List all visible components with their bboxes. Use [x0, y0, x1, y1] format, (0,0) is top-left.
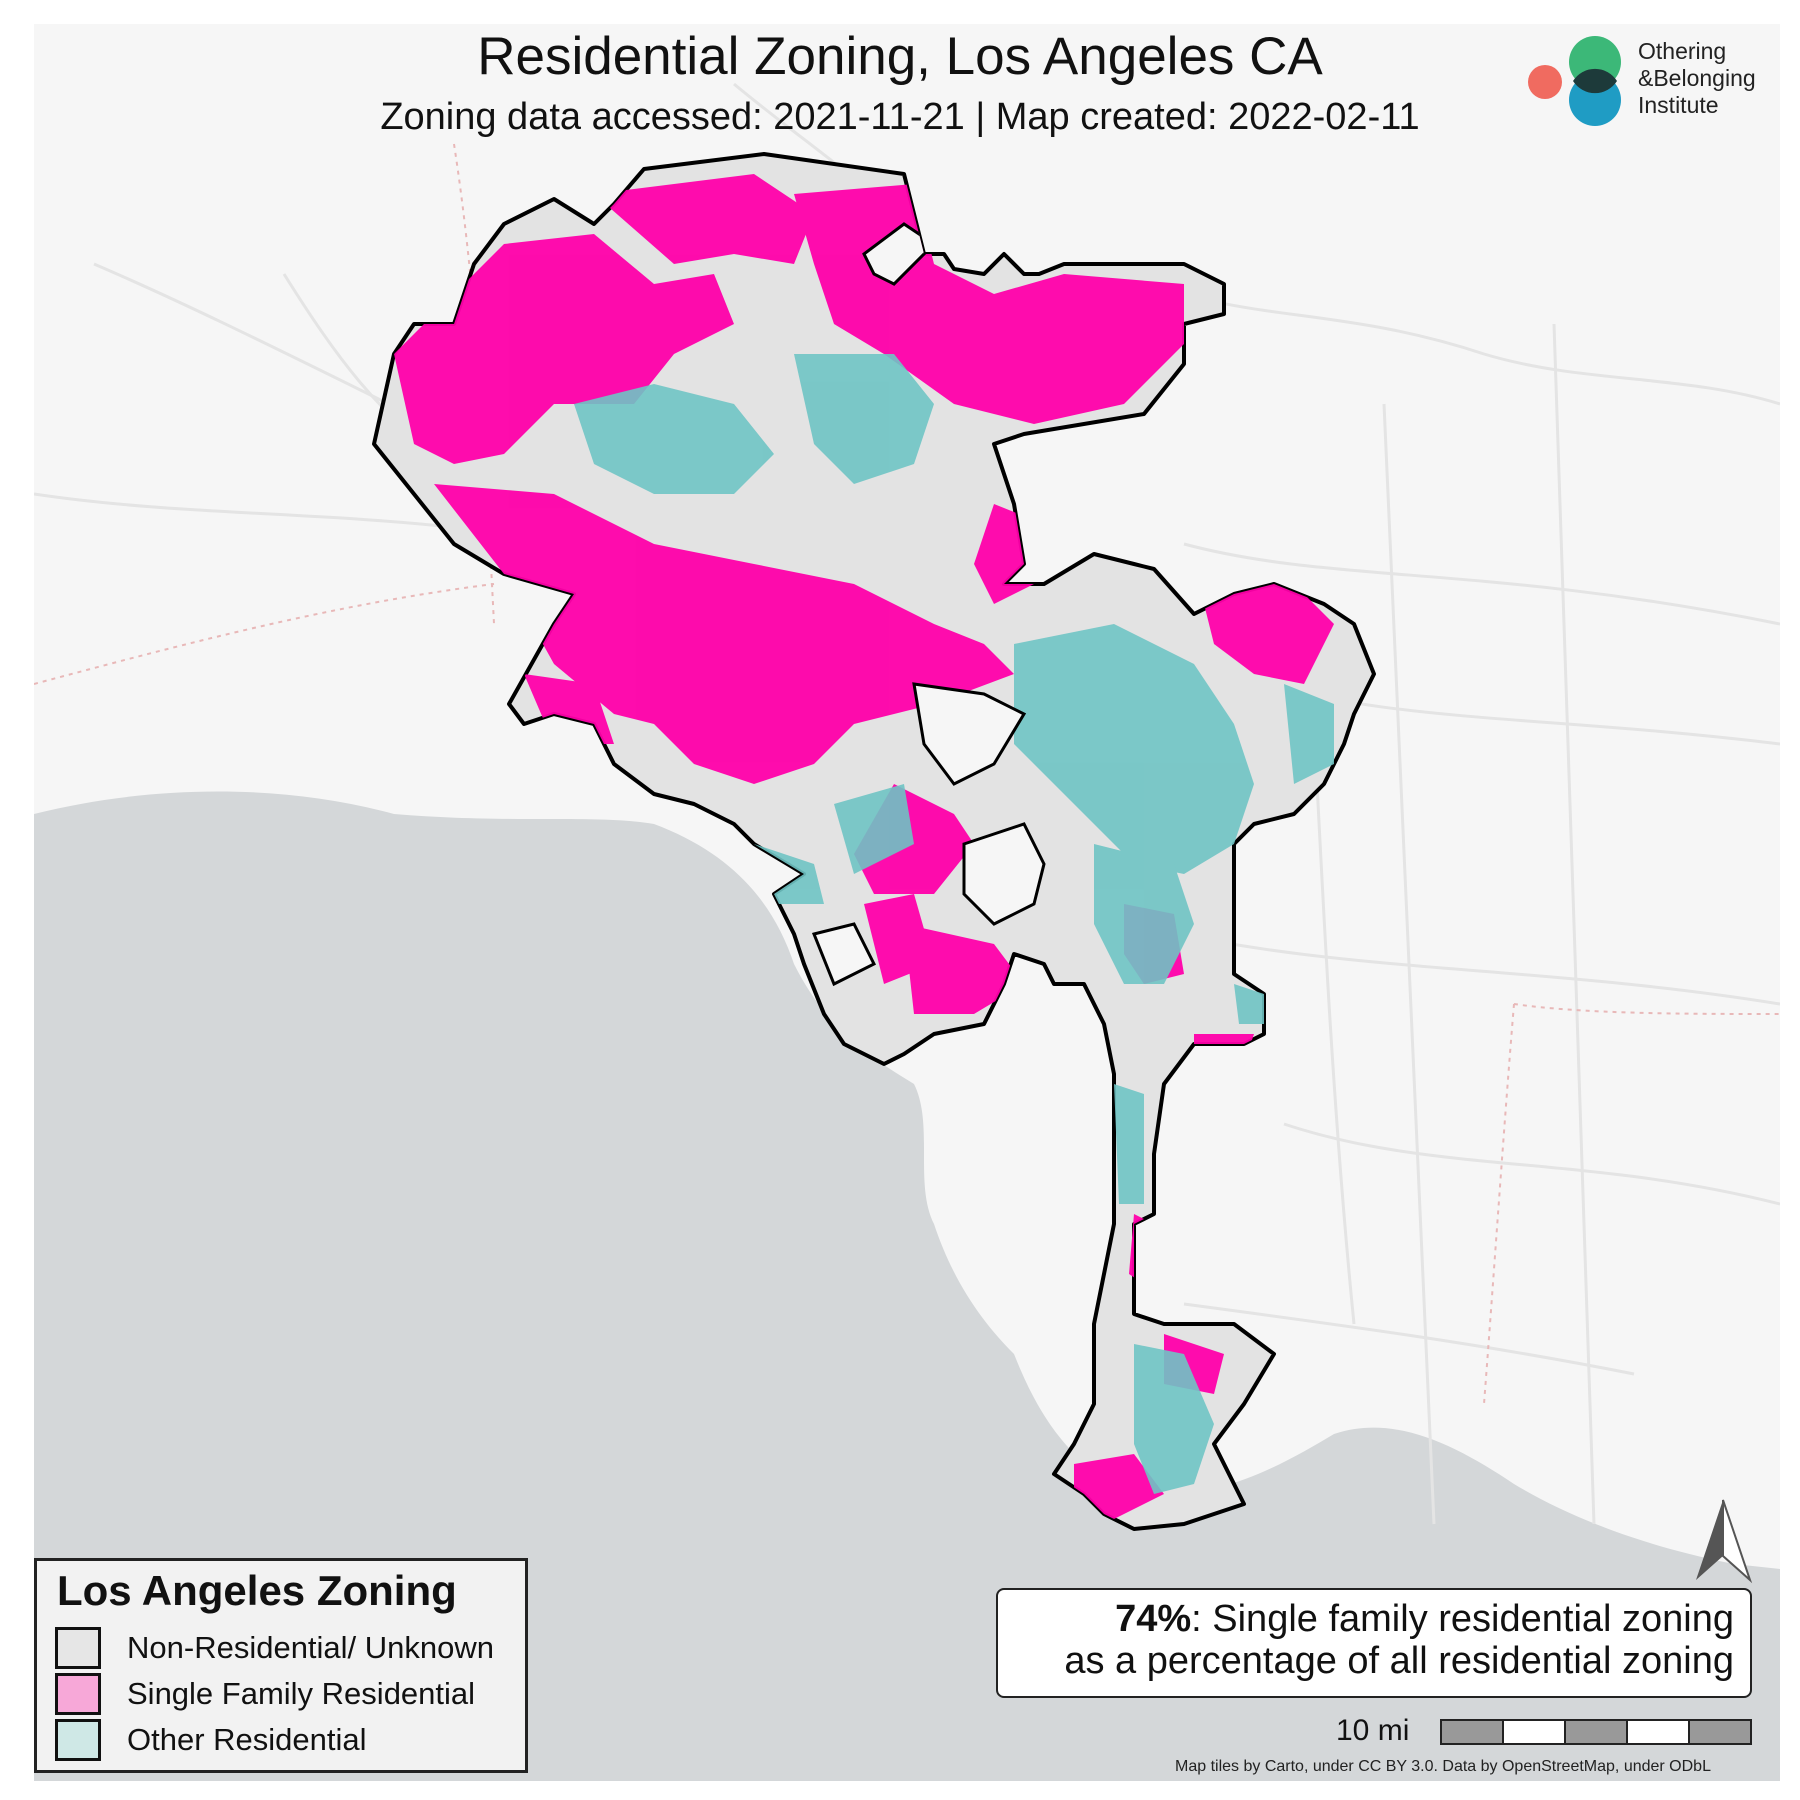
stat-line-2: as a percentage of all residential zonin… [1064, 1640, 1734, 1682]
map-subtitle: Zoning data accessed: 2021-11-21 | Map c… [380, 96, 1420, 138]
legend-swatch [55, 1673, 101, 1715]
logo-line: &Belonging [1638, 65, 1756, 91]
logo-coral-circle [1528, 65, 1562, 99]
north-arrow-right [1722, 1499, 1753, 1584]
legend-label: Single Family Residential [127, 1676, 476, 1711]
stat-value: 74% [1115, 1598, 1192, 1640]
county-lines [34, 143, 1780, 1405]
other-residential-zones [574, 354, 1334, 1494]
scale-seg [1688, 1719, 1752, 1745]
legend-label: Non-Residential/ Unknown [127, 1630, 495, 1665]
logo-line: Institute [1638, 92, 1719, 118]
stat-text: : Single family residential zoning [1191, 1598, 1734, 1640]
legend-title: Los Angeles Zoning [57, 1567, 457, 1614]
legend-swatch [55, 1627, 101, 1669]
scale-label: 10 mi [1336, 1714, 1410, 1747]
basemap[interactable] [34, 24, 1780, 1781]
scale-bar [1440, 1719, 1752, 1745]
map-legend: Los Angeles Zoning Non-Residential/ Unkn… [34, 1558, 528, 1773]
legend-label: Other Residential [127, 1722, 367, 1757]
legend-swatch [55, 1719, 101, 1761]
map-canvas [34, 82, 1780, 1781]
statistic-box: 74%: Single family residential zoning as… [996, 1588, 1752, 1698]
stat-line-1: 74%: Single family residential zoning [998, 1598, 1734, 1640]
scale-seg [1502, 1719, 1566, 1745]
institute-logo-icon [1528, 36, 1621, 126]
scale-seg [1440, 1719, 1504, 1745]
scale-seg [1564, 1719, 1628, 1745]
north-arrow-icon [1696, 1499, 1753, 1584]
institute-logo-text: Othering &Belonging Institute [1638, 38, 1756, 119]
tile-attribution: Map tiles by Carto, under CC BY 3.0. Dat… [1175, 1758, 1711, 1775]
map-title: Residential Zoning, Los Angeles CA [477, 27, 1323, 86]
scale-seg [1626, 1719, 1690, 1745]
north-arrow-left [1696, 1500, 1723, 1580]
logo-line: Othering [1638, 38, 1727, 64]
logo-overlap [1573, 68, 1617, 94]
los-angeles-city [372, 152, 1376, 1531]
pacific-ocean [34, 791, 1780, 1781]
enclaves [811, 222, 1046, 987]
